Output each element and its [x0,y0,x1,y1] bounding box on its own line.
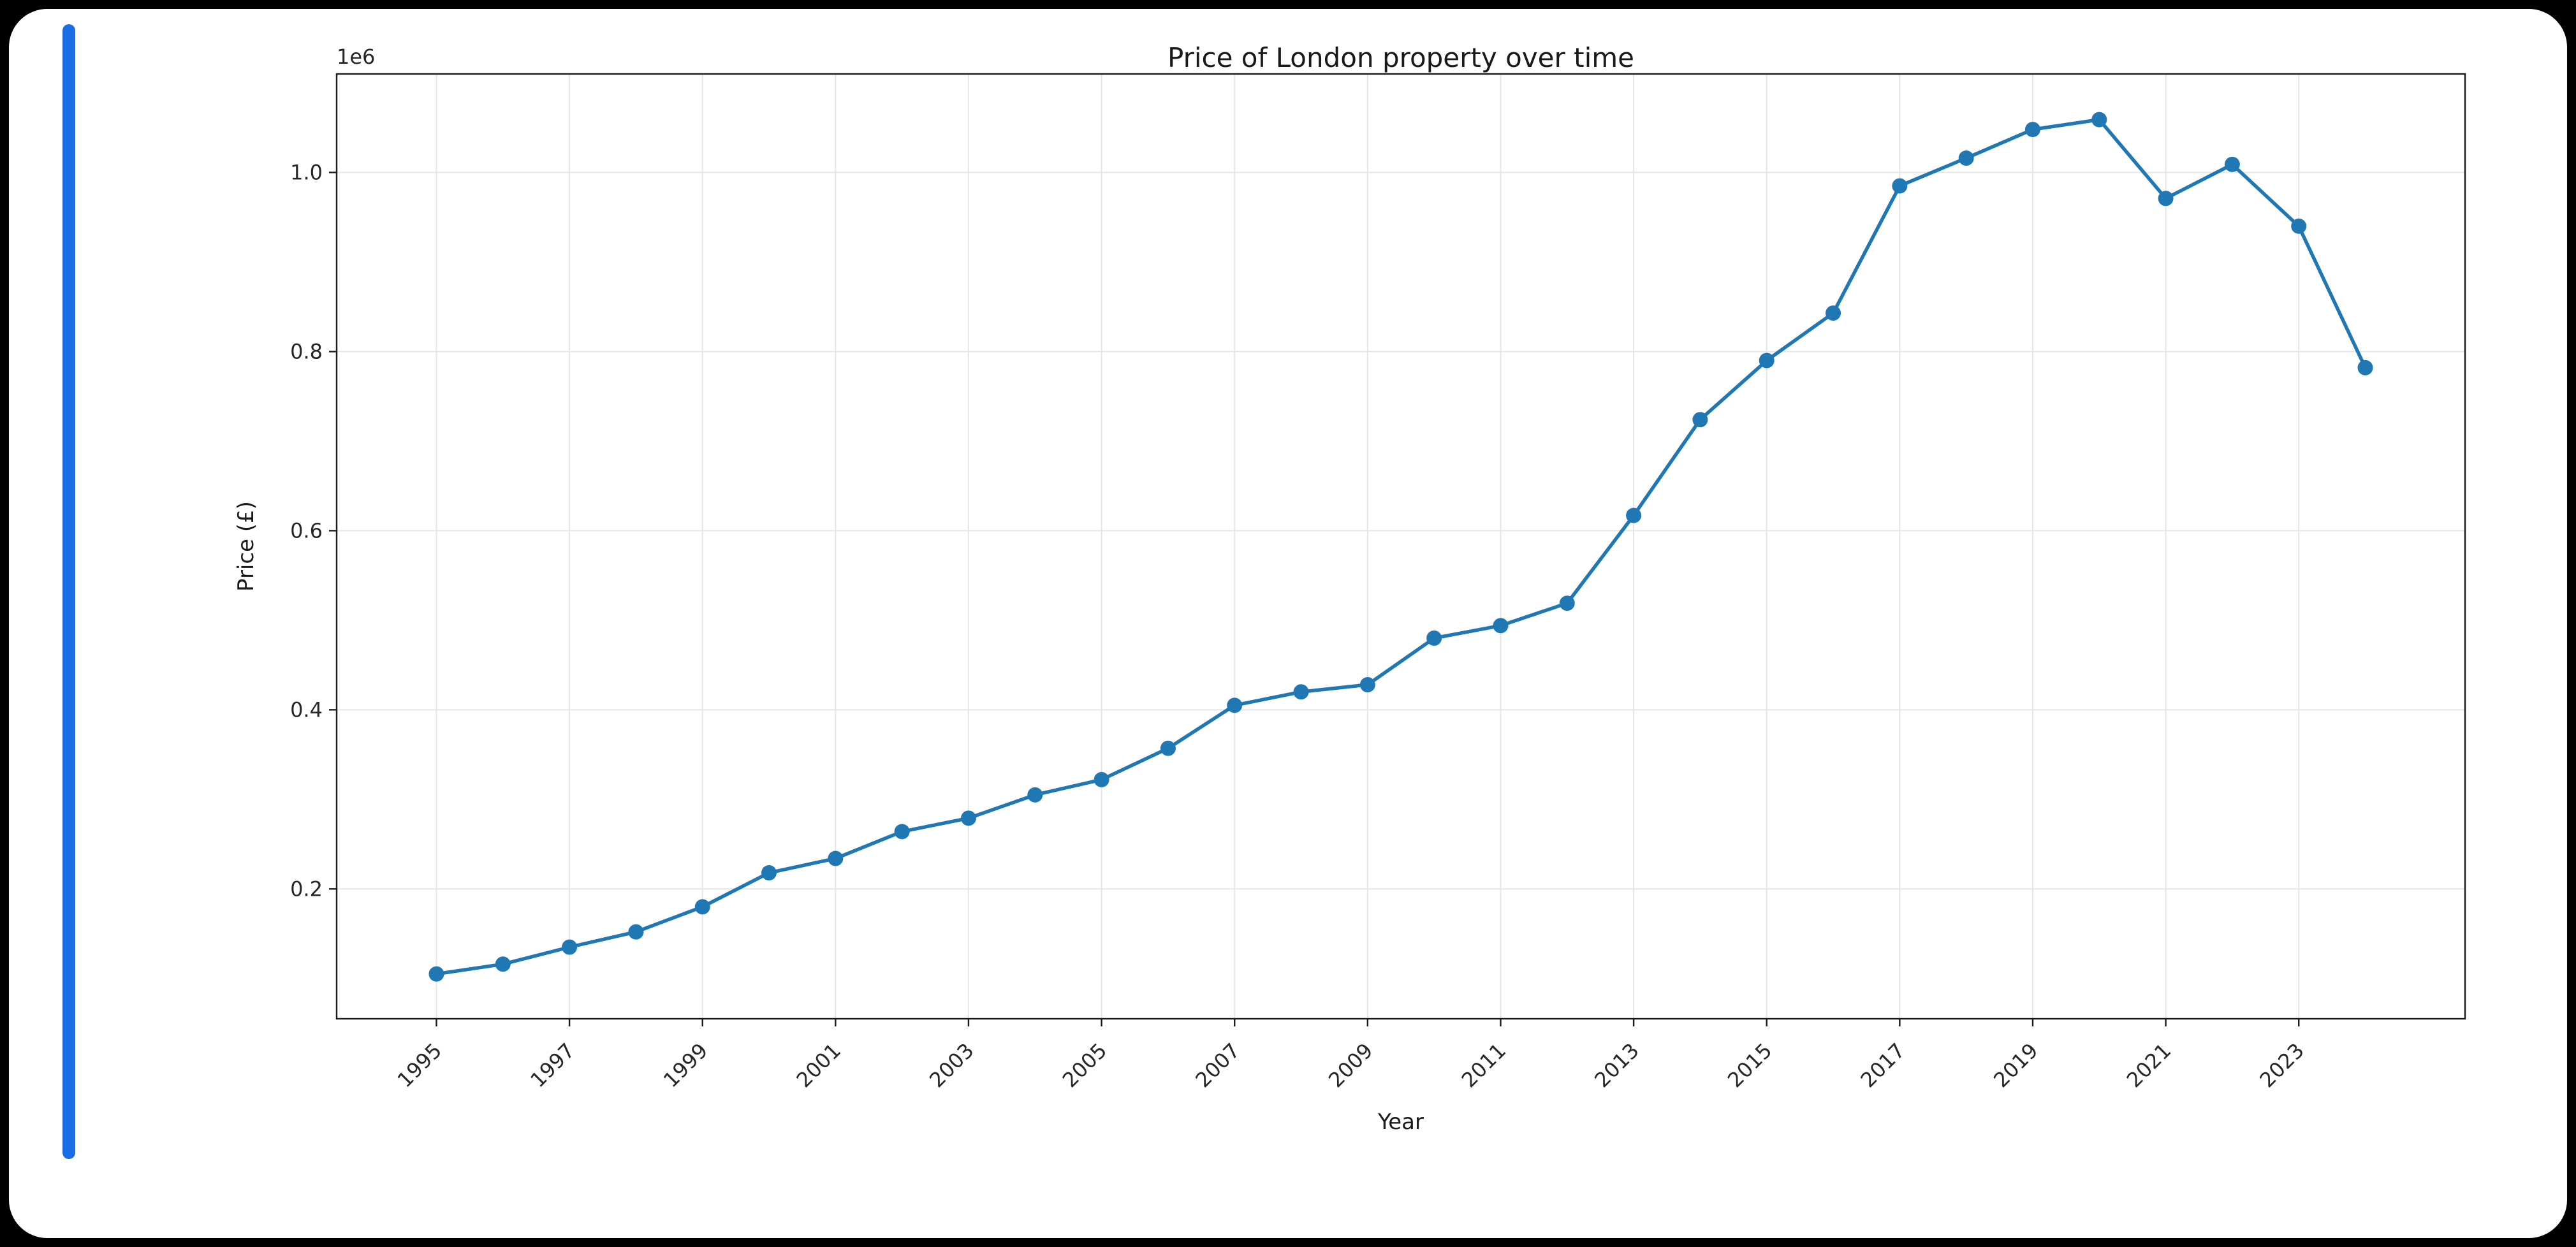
x-tick-label: 1997 [525,1039,579,1092]
x-axis-label: Year [1378,1109,1424,1135]
data-point-marker [1958,150,1974,166]
data-point-marker [2158,191,2174,207]
line-chart: 1995 1997 1999 2001 2003 2005 2007 2009 2011 2013… [290,73,2466,1092]
left-scrollbar[interactable] [62,24,75,1159]
x-tick-label: 2007 [1190,1039,1244,1092]
data-point-marker [960,810,976,826]
x-tick-label: 2003 [925,1039,978,1092]
y-axis-offset-text: 1e6 [337,45,376,69]
data-point-marker [1892,178,1908,194]
x-tick-label: 2017 [1856,1039,1910,1092]
y-tick-label: 0.8 [290,339,323,363]
x-tick-label: 2019 [1989,1039,2042,1092]
data-point-marker [628,924,644,940]
x-tick-label: 2009 [1324,1039,1377,1092]
y-axis-label: Price (£) [233,501,259,592]
x-tick-label: 2015 [1723,1039,1776,1092]
x-tick-label: 2013 [1590,1039,1643,1092]
data-point-marker [1160,740,1176,756]
data-point-marker [562,939,578,955]
data-point-marker [2291,218,2307,234]
y-tick-label: 0.6 [290,518,323,543]
y-tick-label: 0.2 [290,877,323,901]
data-point-marker [2091,112,2107,128]
data-point-marker [828,850,844,866]
chart-title: Price of London property over time [1167,42,1634,73]
data-point-marker [2224,156,2240,172]
data-point-marker [1493,618,1509,634]
data-point-marker [495,956,511,972]
data-point-marker [1626,507,1642,523]
data-point-marker [1826,305,1841,321]
x-tick-label: 2005 [1058,1039,1111,1092]
data-point-marker [1027,787,1043,803]
data-point-marker [1692,412,1708,428]
x-tick-label: 2001 [792,1039,845,1092]
data-point-marker [2024,122,2040,138]
app-window: 1995 1997 1999 2001 2003 2005 2007 2009 2011 2013… [9,9,2567,1238]
data-point-marker [761,865,777,881]
data-point-marker [1094,771,1109,787]
data-point-marker [1426,630,1442,646]
axes-spines [335,73,2466,1020]
data-point-marker [2357,360,2373,376]
data-point-marker [1293,684,1309,700]
data-point-marker [1559,595,1575,611]
data-point-marker [1359,677,1375,693]
y-tick-label: 1.0 [290,161,323,185]
x-tick-label: 2021 [2122,1039,2176,1092]
y-tick-label: 0.4 [290,697,323,722]
data-point-marker [428,966,444,982]
data-point-marker [694,899,710,915]
data-line [434,117,2367,976]
data-point-marker [1227,697,1243,713]
data-point-marker [1759,353,1775,368]
data-point-marker [894,824,910,840]
x-tick-label: 2023 [2255,1039,2308,1092]
x-tick-label: 1995 [393,1039,446,1092]
x-tick-label: 2011 [1457,1039,1511,1092]
x-tick-label: 1999 [659,1039,712,1092]
